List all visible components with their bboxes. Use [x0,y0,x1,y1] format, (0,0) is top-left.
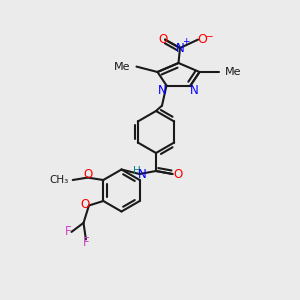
Text: F: F [64,225,71,239]
Text: F: F [83,236,90,249]
Text: N: N [137,167,146,181]
Text: N: N [158,84,167,98]
Text: Me: Me [114,61,130,72]
Text: N: N [176,41,184,55]
Text: +: + [182,37,189,46]
Text: O: O [197,33,207,46]
Text: N: N [190,84,199,98]
Text: O: O [83,167,92,181]
Text: −: − [205,32,214,42]
Text: O: O [158,33,167,46]
Text: H: H [133,166,140,176]
Text: O: O [80,197,89,211]
Text: Me: Me [225,67,242,77]
Text: CH₃: CH₃ [50,175,69,185]
Text: O: O [173,167,182,181]
